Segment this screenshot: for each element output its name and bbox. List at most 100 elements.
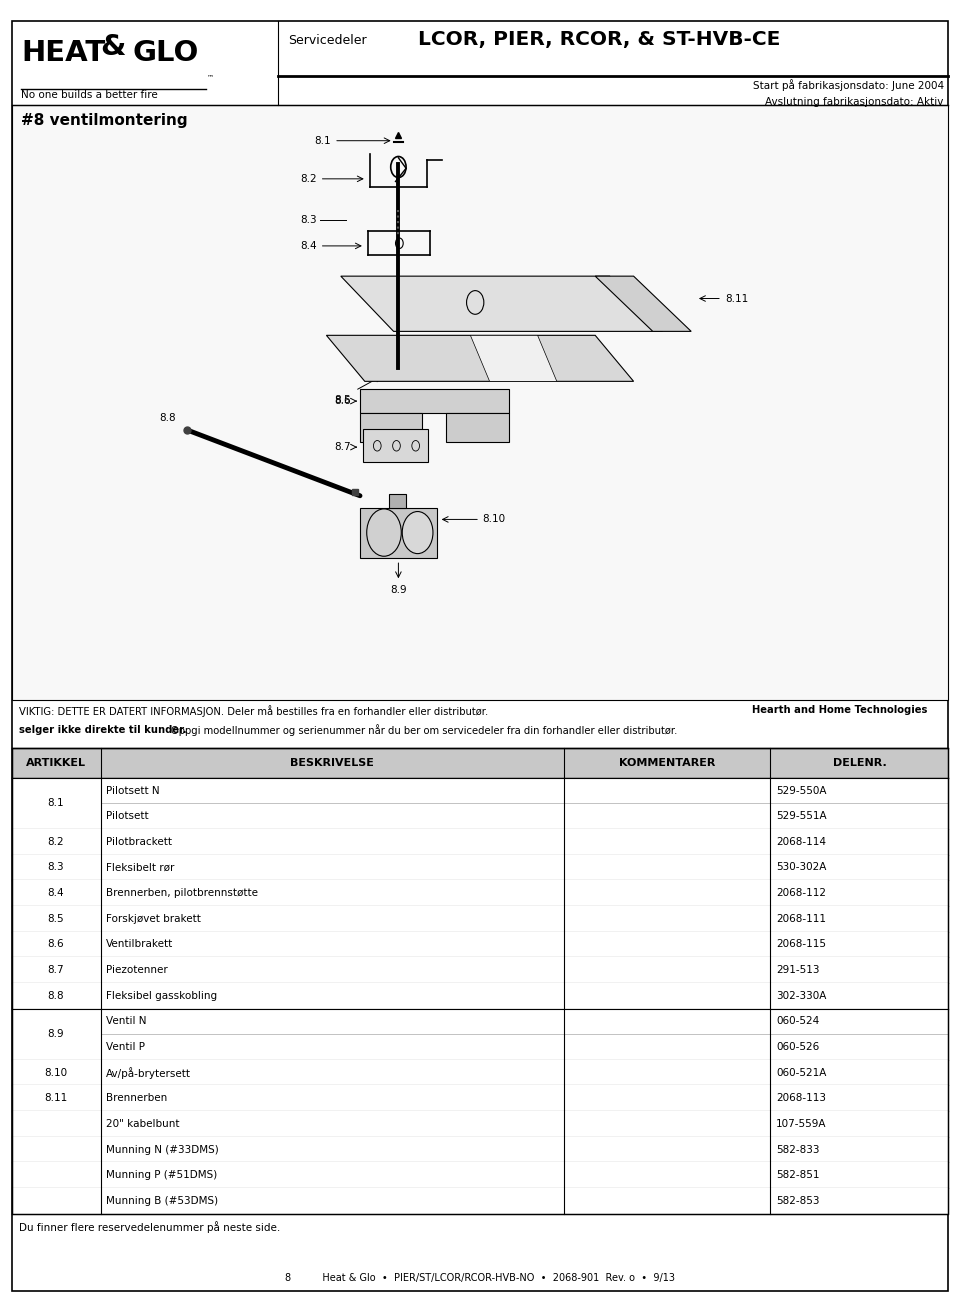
Text: 8.3: 8.3 [48,863,64,872]
Text: Forskjøvet brakett: Forskjøvet brakett [107,914,202,923]
Bar [12,828,948,855]
Text: 530-302A: 530-302A [777,863,827,872]
Bar [12,1136,948,1162]
Text: Oppgi modellnummer og serienummer når du ber om servicedeler fra din forhandler : Oppgi modellnummer og serienummer når du… [171,725,677,736]
Circle shape [402,512,433,554]
Text: VIKTIG: DETTE ER DATERT INFORMASJON. Deler må bestilles fra en forhandler eller : VIKTIG: DETTE ER DATERT INFORMASJON. Del… [19,705,489,717]
Text: BESKRIVELSE: BESKRIVELSE [291,757,374,768]
Text: 2068-113: 2068-113 [777,1093,827,1103]
Text: 529-551A: 529-551A [777,811,827,821]
Text: Munning B (#53DMS): Munning B (#53DMS) [107,1195,219,1206]
Bar [12,748,948,777]
Text: 8.2: 8.2 [48,836,64,847]
Text: 8.4: 8.4 [48,888,64,898]
Text: 8.7: 8.7 [48,965,64,974]
Text: 582-851: 582-851 [777,1170,820,1180]
Text: Ventil P: Ventil P [107,1041,145,1052]
Polygon shape [326,335,634,381]
Text: 529-550A: 529-550A [777,785,827,796]
Text: 8.5: 8.5 [334,394,350,405]
Polygon shape [595,276,691,331]
Text: Fleksibel gasskobling: Fleksibel gasskobling [107,990,217,1001]
Text: 2068-112: 2068-112 [777,888,827,898]
Text: Brennerben, pilotbrennstøtte: Brennerben, pilotbrennstøtte [107,888,258,898]
Text: Ventilbrakett: Ventilbrakett [107,939,174,949]
Text: GLO: GLO [132,38,199,67]
Polygon shape [341,276,662,331]
Text: Piezotenner: Piezotenner [107,965,168,974]
Text: 8.8: 8.8 [48,990,64,1001]
Bar [12,1162,948,1187]
Text: 291-513: 291-513 [777,965,820,974]
Bar [12,1009,948,1060]
Text: 8.2: 8.2 [300,174,317,184]
Bar [12,1187,948,1214]
Bar [12,906,948,931]
Text: 2068-114: 2068-114 [777,836,827,847]
Text: 582-853: 582-853 [777,1195,820,1206]
Text: Servicedeler: Servicedeler [288,34,367,47]
Bar [12,957,948,982]
Text: HEAT: HEAT [21,38,106,67]
Text: 8.7: 8.7 [334,442,350,452]
Text: 582-833: 582-833 [777,1144,820,1155]
Text: 2068-115: 2068-115 [777,939,827,949]
Text: 8          Heat & Glo  •  PIER/ST/LCOR/RCOR-HVB-NO  •  2068-901  Rev. o  •  9/13: 8 Heat & Glo • PIER/ST/LCOR/RCOR-HVB-NO … [285,1273,675,1283]
Text: 8.6: 8.6 [48,939,64,949]
Text: &: & [101,33,126,62]
Text: Pilotsett: Pilotsett [107,811,149,821]
Text: Fleksibelt rør: Fleksibelt rør [107,863,175,872]
Bar [360,508,437,558]
Text: Pilotbrackett: Pilotbrackett [107,836,172,847]
Text: 8.4: 8.4 [300,241,317,251]
Bar [12,105,948,700]
Text: 107-559A: 107-559A [777,1119,827,1128]
Text: 8.6: 8.6 [334,396,350,406]
Bar [12,880,948,906]
Bar [12,982,948,1009]
Text: 8.5: 8.5 [48,914,64,923]
Text: Munning P (#51DMS): Munning P (#51DMS) [107,1170,218,1180]
Text: 8.10: 8.10 [44,1068,67,1077]
Text: 302-330A: 302-330A [777,990,827,1001]
Text: 8.3: 8.3 [300,214,317,225]
Text: 8.1: 8.1 [48,798,64,809]
Text: No one builds a better fire: No one builds a better fire [21,89,157,100]
Bar [12,1060,948,1085]
Bar [12,748,948,1214]
Text: 8.1: 8.1 [315,135,331,146]
Bar [12,1085,948,1111]
Text: 8.9: 8.9 [48,1030,64,1039]
Text: 060-526: 060-526 [777,1041,820,1052]
Text: 20" kabelbunt: 20" kabelbunt [107,1119,180,1128]
Text: 8.9: 8.9 [390,585,407,596]
Bar [446,413,509,442]
Bar [360,413,422,442]
Text: #8 ventilmontering: #8 ventilmontering [21,113,188,128]
Text: 8.11: 8.11 [44,1093,67,1103]
Text: DELENR.: DELENR. [832,757,886,768]
Text: 8.11: 8.11 [725,293,748,304]
Text: Du finner flere reservedelenummer på neste side.: Du finner flere reservedelenummer på nes… [19,1222,280,1233]
Bar [12,855,948,880]
Text: KOMMENTARER: KOMMENTARER [619,757,715,768]
Text: Ventil N: Ventil N [107,1016,147,1026]
Bar [389,494,406,508]
Text: 8.10: 8.10 [482,514,505,525]
Bar [360,389,509,413]
Circle shape [367,509,401,556]
Text: ARTIKKEL: ARTIKKEL [26,757,86,768]
Text: selger ikke direkte til kunder.: selger ikke direkte til kunder. [19,725,187,735]
Text: 060-524: 060-524 [777,1016,820,1026]
Text: Start på fabrikasjonsdato: June 2004: Start på fabrikasjonsdato: June 2004 [753,79,944,91]
Text: Hearth and Home Technologies: Hearth and Home Technologies [752,705,927,715]
Text: 060-521A: 060-521A [777,1068,827,1077]
Bar [363,429,428,462]
Text: Avslutning fabrikasjonsdato: Aktiv: Avslutning fabrikasjonsdato: Aktiv [765,97,944,108]
Bar [12,931,948,957]
Bar [12,1111,948,1136]
Text: LCOR, PIER, RCOR, & ST-HVB-CE: LCOR, PIER, RCOR, & ST-HVB-CE [418,30,780,49]
Text: 8.8: 8.8 [159,413,176,423]
Text: Brennerben: Brennerben [107,1093,168,1103]
Text: Av/på-brytersett: Av/på-brytersett [107,1066,191,1078]
